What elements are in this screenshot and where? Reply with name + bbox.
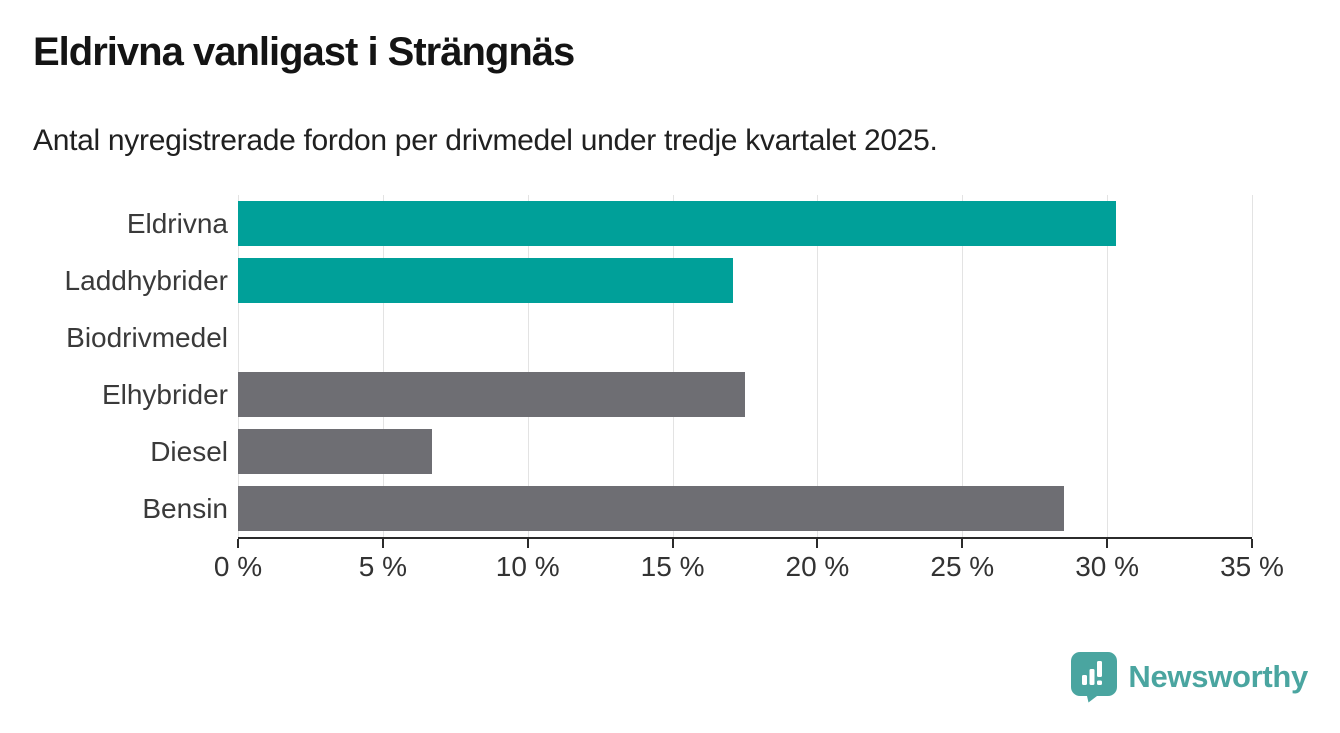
bar-row-biodrivmedel (238, 309, 1252, 366)
newsworthy-wordmark: Newsworthy (1128, 659, 1308, 694)
bar-laddhybrider (238, 258, 734, 303)
y-axis-category-labels: Eldrivna Laddhybrider Biodrivmedel Elhybrid… (0, 195, 228, 537)
x-tick-label-20: 20 % (785, 551, 850, 582)
bar-elhybrider (238, 372, 745, 417)
logo-bar-short (1082, 675, 1088, 685)
x-tick-30 (1106, 539, 1109, 548)
category-label-laddhybrider: Laddhybrider (64, 264, 228, 296)
bar-eldrivna (238, 201, 1116, 246)
x-tick-label-35: 35 % (1220, 551, 1284, 582)
x-tick-20 (816, 539, 819, 548)
x-tick-label-0: 0 % (213, 551, 263, 582)
newsworthy-logo: Newsworthy (1070, 651, 1308, 703)
bar-bensin (238, 486, 1064, 531)
category-label-bensin: Bensin (142, 492, 228, 524)
bar-row-diesel (238, 423, 1252, 480)
bar-row-eldrivna (238, 195, 1252, 252)
category-label-diesel: Diesel (150, 435, 228, 467)
logo-exclamation-dot (1097, 680, 1103, 685)
x-tick-label-15: 15 % (640, 551, 705, 582)
category-label-biodrivmedel: Biodrivmedel (66, 321, 228, 353)
bar-row-elhybrider (238, 366, 1252, 423)
chart-title: Eldrivna vanligast i Strängnäs (33, 30, 575, 74)
gridline-25 (962, 195, 964, 537)
gridline-10 (527, 195, 529, 537)
x-tick-10 (526, 539, 529, 548)
gridline-15 (672, 195, 674, 537)
gridline-5 (382, 195, 384, 537)
gridline-30 (1107, 195, 1109, 537)
logo-bar-medium (1089, 669, 1095, 685)
category-label-eldrivna: Eldrivna (126, 207, 228, 239)
gridline-0 (238, 195, 239, 537)
x-tick-15 (671, 539, 674, 548)
x-tick-label-5: 5 % (358, 551, 407, 582)
x-tick-25 (961, 539, 964, 548)
x-tick-35 (1251, 539, 1253, 548)
category-label-elhybrider: Elhybrider (101, 378, 228, 410)
x-tick-label-25: 25 % (930, 551, 995, 582)
plot-area: 0 % 5 % 10 % 15 % 20 % 25 % 30 % 35 % (214, 195, 1284, 582)
gridline-20 (817, 195, 819, 537)
bar-row-laddhybrider (238, 252, 1252, 309)
x-tick-label-10: 10 % (495, 551, 560, 582)
chart-subtitle: Antal nyregistrerade fordon per drivmede… (33, 124, 938, 157)
x-tick-0 (237, 539, 239, 548)
bar-diesel (238, 429, 433, 474)
bar-series (238, 195, 1252, 537)
x-tick-label-30: 30 % (1075, 551, 1140, 582)
logo-exclamation-bar (1097, 661, 1103, 677)
bar-row-bensin (238, 480, 1252, 537)
x-tick-5 (381, 539, 384, 548)
gridline-35 (1252, 195, 1253, 537)
newsworthy-pin-icon (1071, 652, 1118, 703)
